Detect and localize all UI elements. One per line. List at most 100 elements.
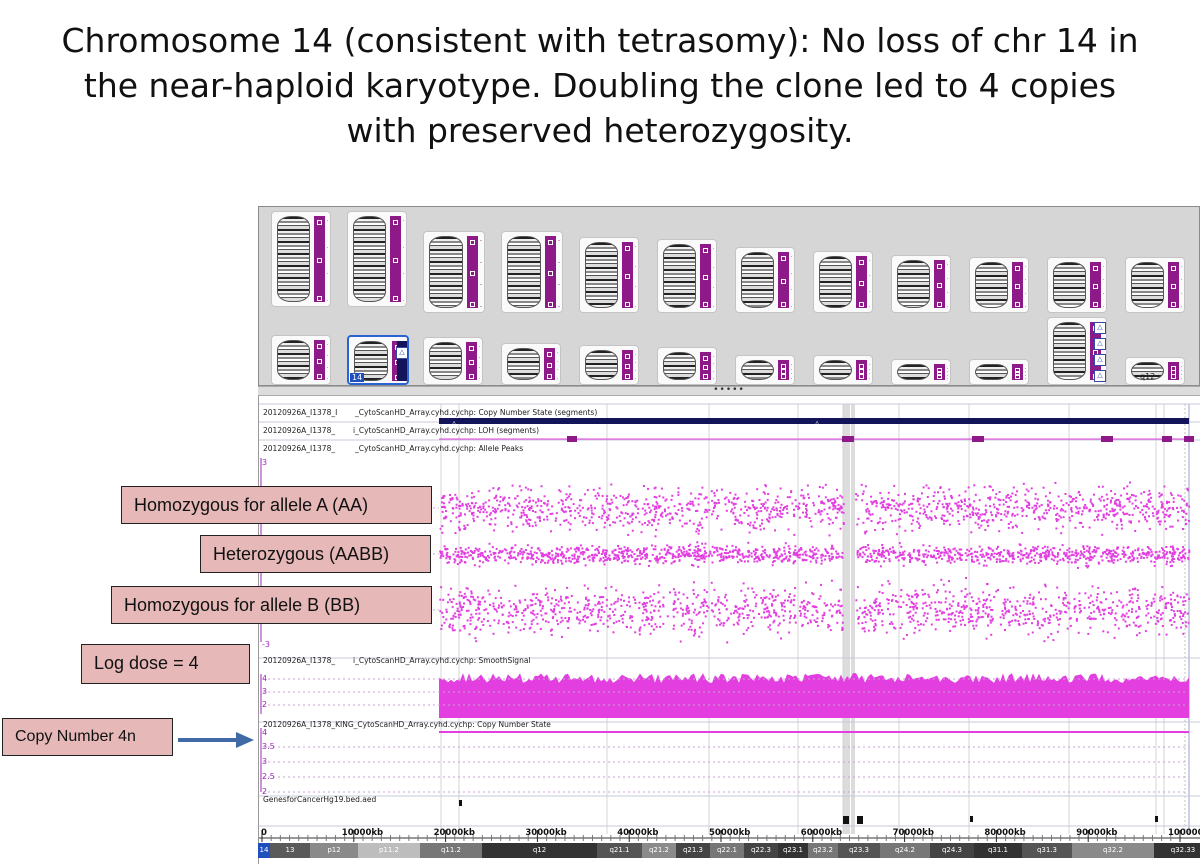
ruler-tick-label: 80000kb bbox=[984, 828, 1026, 838]
karyogram-chromosome-cell[interactable] bbox=[891, 255, 951, 313]
cytoband[interactable]: q31.1 bbox=[974, 843, 1022, 858]
segment-line bbox=[327, 366, 328, 368]
karyogram-chromosome-cell[interactable]: 14 △ bbox=[347, 335, 409, 385]
track-viewer: △ △ 20120926A_I1378_I _CytoScanHD_Array.c… bbox=[258, 396, 1200, 864]
karyogram-chromosome-cell[interactable] bbox=[657, 239, 717, 313]
karyogram-chromosome-cell[interactable] bbox=[813, 355, 873, 385]
karyogram-chromosome-cell[interactable] bbox=[579, 237, 639, 313]
chromosome-ideogram-icon bbox=[663, 244, 696, 308]
cytoband[interactable]: q23.3 bbox=[838, 843, 880, 858]
ruler-tick-label: 20000kb bbox=[433, 828, 475, 838]
ruler-tick-label: 30000kb bbox=[525, 828, 567, 838]
karyogram-chromosome-cell[interactable]: △ △ △ △ bbox=[1047, 317, 1107, 385]
karyogram-chromosome-cell[interactable]: q12 bbox=[1125, 357, 1185, 385]
cytoband[interactable]: q21.2 bbox=[642, 843, 676, 858]
karyogram-chromosome-cell[interactable] bbox=[657, 347, 717, 385]
marker-icon bbox=[703, 356, 708, 361]
segment-line bbox=[1181, 279, 1182, 281]
karyogram-chromosome-cell[interactable] bbox=[347, 211, 407, 307]
cytoband[interactable]: q24.3 bbox=[930, 843, 974, 858]
karyogram-chromosome-cell[interactable] bbox=[1125, 257, 1185, 313]
segment-line bbox=[635, 362, 636, 363]
loh-bar bbox=[544, 348, 555, 380]
cytoband[interactable]: q32.33 bbox=[1154, 843, 1200, 858]
marker-icon bbox=[469, 374, 474, 379]
segment-line bbox=[635, 286, 636, 287]
segment-line bbox=[480, 262, 482, 263]
marker-icon bbox=[703, 374, 708, 379]
cytoband[interactable]: q21.1 bbox=[597, 843, 642, 858]
marker-icon bbox=[1015, 266, 1020, 271]
marker-icon bbox=[937, 302, 942, 307]
cytoband[interactable]: p12 bbox=[310, 843, 358, 858]
cn-ytick-4: 4 bbox=[262, 728, 268, 737]
track-canvas[interactable]: △ △ bbox=[259, 396, 1200, 864]
pane-splitter[interactable]: ••••• bbox=[258, 386, 1200, 396]
karyogram-chromosome-cell[interactable] bbox=[501, 231, 563, 313]
cytoband[interactable]: q32.2 bbox=[1072, 843, 1154, 858]
segment-line bbox=[479, 356, 480, 358]
segment-line bbox=[1181, 378, 1182, 379]
karyogram-chromosome-cell[interactable] bbox=[969, 257, 1029, 313]
marker-icon bbox=[703, 302, 708, 307]
marker-icon bbox=[859, 374, 864, 379]
segment-line bbox=[1025, 378, 1026, 379]
segment-line bbox=[869, 275, 870, 277]
cytoband[interactable]: q21.3 bbox=[676, 843, 710, 858]
cytoband[interactable]: q22.3 bbox=[744, 843, 778, 858]
marker-icon bbox=[317, 359, 322, 364]
karyogram-chromosome-cell[interactable] bbox=[813, 251, 873, 313]
segment-line bbox=[1181, 306, 1182, 307]
marker-icon bbox=[781, 369, 786, 374]
chromosome-ideogram-icon bbox=[975, 262, 1008, 308]
chromosome-ideogram-icon bbox=[507, 236, 541, 308]
marker-icon bbox=[469, 360, 474, 365]
chromosome-ideogram-icon bbox=[429, 236, 463, 308]
marker-icon bbox=[548, 240, 553, 245]
chromosome-ideogram[interactable]: 14 13 p12 p11.2 q11.2 q12 q21.1 q21.2 q21.3 q22.1… bbox=[258, 843, 1200, 858]
segment-line bbox=[1025, 371, 1026, 373]
loh-bar bbox=[1090, 322, 1101, 380]
marker-icon bbox=[625, 364, 630, 369]
karyogram-chromosome-cell[interactable] bbox=[891, 359, 951, 385]
karyogram-chromosome-cell[interactable] bbox=[271, 335, 331, 385]
marker-icon bbox=[548, 271, 553, 276]
karyogram-chromosome-cell[interactable] bbox=[735, 247, 795, 313]
segment-line bbox=[1025, 279, 1026, 281]
cytoband[interactable]: q23.2 bbox=[808, 843, 838, 858]
chromosome-ideogram-icon bbox=[897, 260, 930, 308]
karyogram-chromosome-cell[interactable] bbox=[271, 211, 331, 307]
segment-line bbox=[869, 378, 870, 379]
segment-line bbox=[713, 370, 714, 372]
cytoband[interactable]: q24.2 bbox=[880, 843, 930, 858]
karyogram-chromosome-cell[interactable] bbox=[579, 345, 639, 385]
callout-homozygous-aa: Homozygous for allele A (AA) bbox=[121, 486, 432, 524]
cytoband[interactable]: 13 bbox=[270, 843, 310, 858]
cytoband[interactable]: q12 bbox=[482, 843, 597, 858]
marker-icon bbox=[937, 264, 942, 269]
ruler-tick-label: 70000kb bbox=[892, 828, 934, 838]
marker-icon bbox=[703, 365, 708, 370]
karyogram-chromosome-cell[interactable] bbox=[501, 343, 561, 385]
cytoband[interactable]: p11.2 bbox=[358, 843, 420, 858]
segment-line bbox=[1181, 266, 1182, 267]
karyogram-chromosome-cell[interactable] bbox=[1047, 257, 1107, 313]
marker-icon bbox=[937, 371, 942, 376]
karyogram-chromosome-cell[interactable] bbox=[423, 231, 485, 313]
segment-line bbox=[713, 306, 714, 307]
karyogram-chromosome-cell[interactable] bbox=[969, 359, 1029, 385]
cytoband[interactable]: q11.2 bbox=[420, 843, 482, 858]
karyogram-chromosome-cell[interactable] bbox=[423, 337, 483, 385]
triangle-marker-icon: △ bbox=[1094, 338, 1106, 350]
marker-icon bbox=[703, 275, 708, 280]
segment-line bbox=[947, 264, 948, 265]
cytoband[interactable]: q31.3 bbox=[1022, 843, 1072, 858]
karyogram-chromosome-cell[interactable] bbox=[735, 355, 795, 385]
cytoband[interactable]: q22.1 bbox=[710, 843, 744, 858]
chromosome-ideogram-icon bbox=[1131, 362, 1164, 380]
marker-icon bbox=[393, 258, 398, 263]
title-line-1: Chromosome 14 (consistent with tetrasomy… bbox=[61, 21, 1139, 60]
cytoband[interactable]: q23.1 bbox=[778, 843, 808, 858]
smooth-ytick-4: 4 bbox=[262, 674, 268, 683]
marker-icon bbox=[470, 302, 475, 307]
